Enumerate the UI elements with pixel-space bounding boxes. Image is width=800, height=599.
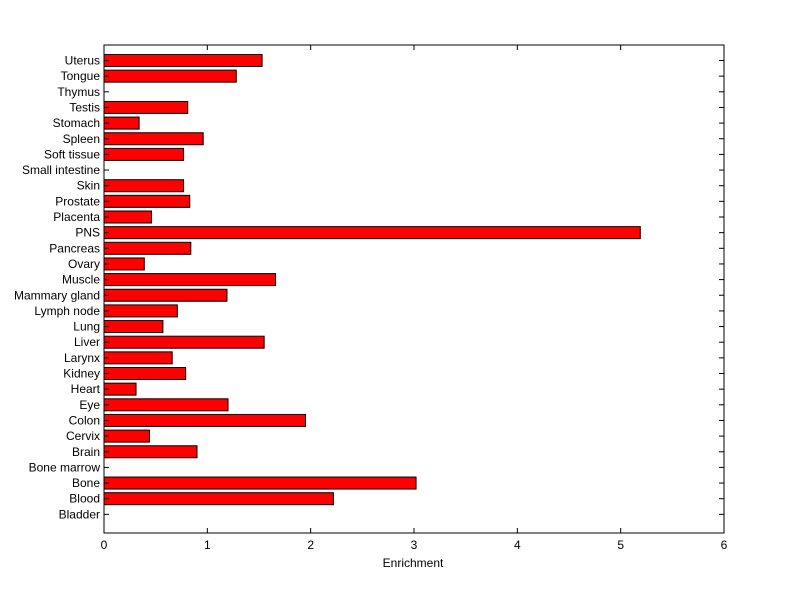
y-tick-label: Small intestine <box>22 163 100 177</box>
x-tick-label: 4 <box>514 538 521 552</box>
y-tick-label: Eye <box>79 398 100 412</box>
y-tick-label: Bone marrow <box>29 460 101 474</box>
y-tick-label: Heart <box>71 382 101 396</box>
bar-tongue <box>103 69 237 83</box>
bars <box>103 54 641 506</box>
y-tick-label: Stomach <box>53 116 100 130</box>
bar-kidney <box>103 367 187 380</box>
y-tick-label: Pancreas <box>49 241 100 255</box>
x-tick-label: 2 <box>307 538 314 552</box>
bar-skin <box>103 179 185 193</box>
bar-blood <box>103 492 334 506</box>
bar-liver <box>103 335 265 349</box>
bar-mammary-gland <box>103 288 228 302</box>
bar-colon <box>103 413 306 427</box>
bar-testis <box>103 100 189 114</box>
y-tick-label: Uterus <box>65 54 100 68</box>
y-tick-label: Spleen <box>63 132 100 146</box>
y-tick-label: Brain <box>72 445 100 459</box>
bar-bone <box>103 476 417 490</box>
x-axis-ticks: 0 1 2 3 4 5 6 <box>101 45 728 552</box>
bar-lung <box>103 320 164 334</box>
y-tick-label: Larynx <box>64 351 100 365</box>
bar-prostate <box>103 194 191 208</box>
y-tick-label: Colon <box>69 413 100 427</box>
y-tick-label: Placenta <box>53 210 100 224</box>
y-tick-label: Bone <box>72 476 100 490</box>
y-tick-label: Kidney <box>63 367 100 381</box>
x-tick-label: 1 <box>204 538 211 552</box>
y-tick-label: Cervix <box>66 429 100 443</box>
bar-soft-tissue <box>103 147 185 161</box>
bar-stomach <box>103 116 140 130</box>
bar-larynx <box>103 351 173 365</box>
y-tick-label: Thymus <box>57 85 100 99</box>
bar-uterus <box>103 54 263 67</box>
y-tick-label: Skin <box>77 179 100 193</box>
x-axis-label: Enrichment <box>383 556 444 570</box>
bar-muscle <box>103 273 277 287</box>
y-tick-label: Lymph node <box>34 304 100 318</box>
y-tick-label: Testis <box>69 100 100 114</box>
bar-cervix <box>103 429 150 443</box>
y-tick-label: Soft tissue <box>44 147 100 161</box>
y-tick-label: PNS <box>75 226 100 240</box>
bar-pns <box>103 226 641 240</box>
y-tick-label: Muscle <box>62 273 100 287</box>
x-tick-label: 5 <box>617 538 624 552</box>
x-tick-label: 3 <box>411 538 418 552</box>
bar-spleen <box>103 132 204 146</box>
bar-brain <box>103 445 198 459</box>
y-tick-label: Ovary <box>68 257 100 271</box>
bar-lymph-node <box>103 304 178 318</box>
x-tick-label: 0 <box>101 538 108 552</box>
y-tick-label: Tongue <box>61 69 101 83</box>
bar-placenta <box>103 210 153 224</box>
bar-eye <box>103 398 229 412</box>
y-tick-label: Liver <box>74 335 100 349</box>
bar-pancreas <box>103 241 192 255</box>
y-tick-label: Mammary gland <box>14 288 100 302</box>
y-tick-label: Lung <box>73 320 100 334</box>
axes-frame <box>103 44 725 534</box>
y-tick-label: Bladder <box>59 507 100 521</box>
x-tick-label: 6 <box>721 538 728 552</box>
y-tick-label: Blood <box>69 492 100 506</box>
bar-ovary <box>103 257 145 271</box>
y-tick-label: Prostate <box>55 194 100 208</box>
